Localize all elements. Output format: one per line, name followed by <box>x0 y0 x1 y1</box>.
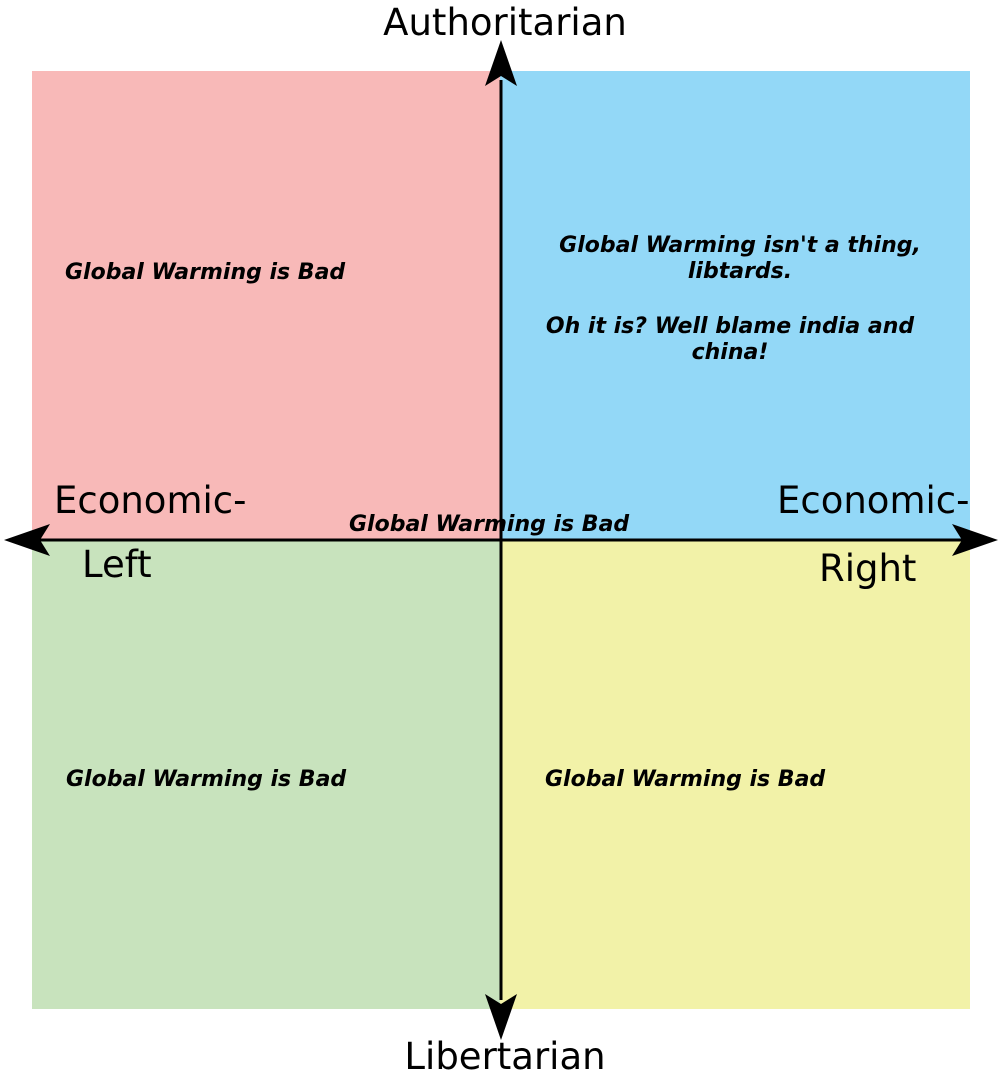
axis-label-economic-left-line1: Economic- <box>54 479 247 522</box>
axis-label-economic-right-line1: Economic- <box>777 479 970 522</box>
quadrant-lib-left <box>32 540 500 1009</box>
quadrant-auth-left <box>32 71 500 540</box>
auth-left-text: Global Warming is Bad <box>65 260 346 285</box>
axis-label-economic-left-line2: Left <box>82 543 152 586</box>
axis-label-authoritarian: Authoritarian <box>383 1 627 44</box>
arrow-down-icon <box>485 994 517 1040</box>
center-text: Global Warming is Bad <box>349 512 630 537</box>
auth-right-text-2: Oh it is? Well blame india and china! <box>545 314 915 366</box>
lib-left-text: Global Warming is Bad <box>66 767 347 792</box>
axis-label-libertarian: Libertarian <box>404 1035 606 1078</box>
auth-right-text-1: Global Warming isn't a thing, libtards. <box>559 233 921 285</box>
axis-label-economic-right-line2: Right <box>819 547 917 590</box>
arrow-left-icon <box>4 524 50 556</box>
lib-right-text: Global Warming is Bad <box>545 767 826 792</box>
quadrant-auth-right <box>500 71 970 540</box>
quadrant-lib-right <box>500 540 970 1009</box>
arrow-up-icon <box>485 40 517 86</box>
arrow-right-icon <box>952 524 998 556</box>
